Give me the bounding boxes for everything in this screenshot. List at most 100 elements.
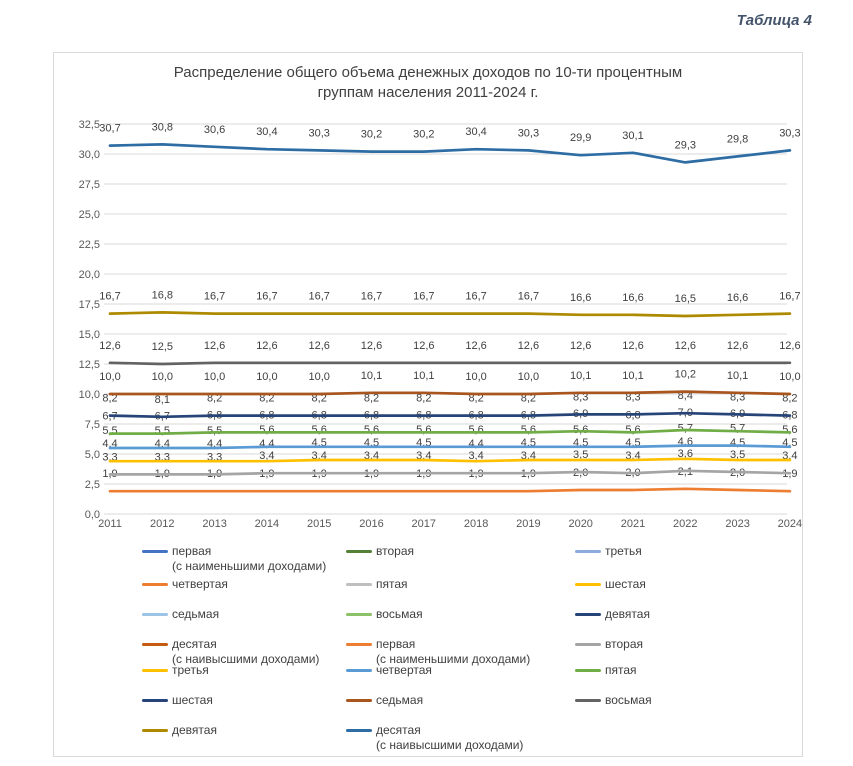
legend-item: десятая (с наивысшими доходами) — [346, 723, 523, 753]
series-line — [108, 361, 792, 366]
data-label: 3,4 — [259, 450, 274, 462]
data-label: 10,1 — [570, 370, 591, 382]
data-label: 10,0 — [779, 371, 800, 383]
data-label: 30,3 — [518, 127, 539, 139]
data-label: 5,5 — [155, 425, 170, 437]
y-tick-label: 17,5 — [79, 299, 100, 311]
legend-item: пятая — [346, 577, 408, 592]
legend-swatch — [575, 699, 601, 703]
data-label: 16,7 — [465, 291, 486, 303]
legend-label: восьмая — [376, 607, 423, 621]
legend-label: четвертая — [172, 577, 228, 591]
legend-swatch — [575, 669, 601, 673]
legend-swatch — [346, 613, 372, 617]
legend-swatch — [346, 669, 372, 673]
data-label: 30,4 — [465, 126, 486, 138]
x-tick-label: 2022 — [673, 518, 697, 530]
data-label: 5,6 — [364, 424, 379, 436]
legend-item: восьмая — [346, 607, 423, 622]
series-line — [108, 469, 792, 476]
legend-item: девятая — [142, 723, 217, 738]
data-label: 8,2 — [416, 393, 431, 405]
legend-item: шестая — [142, 693, 213, 708]
x-tick-label: 2021 — [621, 518, 645, 530]
data-label: 16,7 — [518, 291, 539, 303]
data-label: 30,3 — [308, 127, 329, 139]
data-label: 30,2 — [413, 129, 434, 141]
legend-swatch — [346, 729, 372, 733]
data-label: 3,5 — [730, 449, 745, 461]
data-label: 8,3 — [573, 391, 588, 403]
legend-item: вторая — [346, 544, 414, 559]
data-label: 30,7 — [99, 123, 120, 135]
legend-item: десятая (с наивысшими доходами) — [142, 637, 319, 667]
legend-item: третья — [575, 544, 642, 559]
data-label: 16,6 — [622, 292, 643, 304]
data-label: 30,2 — [361, 129, 382, 141]
data-label: 10,0 — [518, 371, 539, 383]
legend-swatch — [346, 583, 372, 587]
legend-swatch — [142, 699, 168, 703]
data-label: 4,4 — [468, 438, 483, 450]
y-tick-label: 2,5 — [85, 479, 100, 491]
data-label: 30,4 — [256, 126, 277, 138]
legend-swatch — [142, 669, 168, 673]
data-label: 12,6 — [256, 340, 277, 352]
legend-swatch — [346, 550, 372, 554]
legend-label: десятая (с наивысшими доходами) — [376, 723, 524, 752]
data-label: 8,2 — [521, 393, 536, 405]
legend-label: первая (с наименьшими доходами) — [172, 544, 327, 573]
table-caption: Таблица 4 — [736, 12, 812, 29]
data-label: 29,3 — [675, 139, 696, 151]
data-label: 5,7 — [678, 423, 693, 435]
data-label: 12,6 — [99, 340, 120, 352]
legend-sublabel: (с наименьшими доходами) — [172, 559, 327, 573]
data-label: 30,8 — [152, 121, 173, 133]
series-line — [108, 311, 792, 318]
y-tick-label: 10,0 — [79, 389, 100, 401]
series-line — [108, 390, 792, 396]
x-tick-label: 2013 — [202, 518, 226, 530]
data-label: 12,6 — [204, 340, 225, 352]
data-label: 12,6 — [361, 340, 382, 352]
legend-label: седьмая — [376, 693, 424, 707]
data-label: 5,6 — [468, 424, 483, 436]
chart-title: Распределение общего объема денежных дох… — [173, 64, 683, 101]
legend-swatch — [575, 613, 601, 617]
data-label: 16,7 — [779, 291, 800, 303]
data-label: 16,7 — [413, 291, 434, 303]
data-label: 10,1 — [361, 370, 382, 382]
data-label: 16,7 — [361, 291, 382, 303]
data-label: 8,2 — [259, 393, 274, 405]
legend-swatch — [142, 550, 168, 554]
data-label: 10,0 — [99, 371, 120, 383]
data-label: 16,7 — [99, 291, 120, 303]
data-label: 5,7 — [730, 423, 745, 435]
data-label: 8,2 — [468, 393, 483, 405]
legend-item: первая (с наименьшими доходами) — [142, 544, 326, 574]
data-label: 8,2 — [102, 393, 117, 405]
data-label: 4,5 — [730, 437, 745, 449]
data-label: 10,0 — [204, 371, 225, 383]
x-tick-label: 2011 — [98, 518, 122, 530]
data-label: 5,5 — [207, 425, 222, 437]
data-label: 10,0 — [308, 371, 329, 383]
data-label: 8,2 — [207, 393, 222, 405]
legend-label: седьмая — [172, 607, 220, 621]
x-tick-label: 2023 — [725, 518, 749, 530]
x-tick-label: 2012 — [150, 518, 174, 530]
y-tick-label: 22,5 — [79, 239, 100, 251]
data-label: 16,5 — [675, 293, 696, 305]
legend-label: третья — [172, 663, 209, 677]
legend-item: шестая — [575, 577, 646, 592]
data-label: 12,6 — [727, 340, 748, 352]
legend-sublabel: (с наивысшими доходами) — [376, 738, 524, 752]
y-tick-label: 12,5 — [79, 359, 100, 371]
legend-swatch — [575, 643, 601, 647]
data-label: 10,0 — [465, 371, 486, 383]
legend-item: первая (с наименьшими доходами) — [346, 637, 530, 667]
data-label: 5,6 — [521, 424, 536, 436]
legend-label: восьмая — [605, 693, 652, 707]
series-line — [108, 444, 792, 450]
data-label: 12,6 — [675, 340, 696, 352]
